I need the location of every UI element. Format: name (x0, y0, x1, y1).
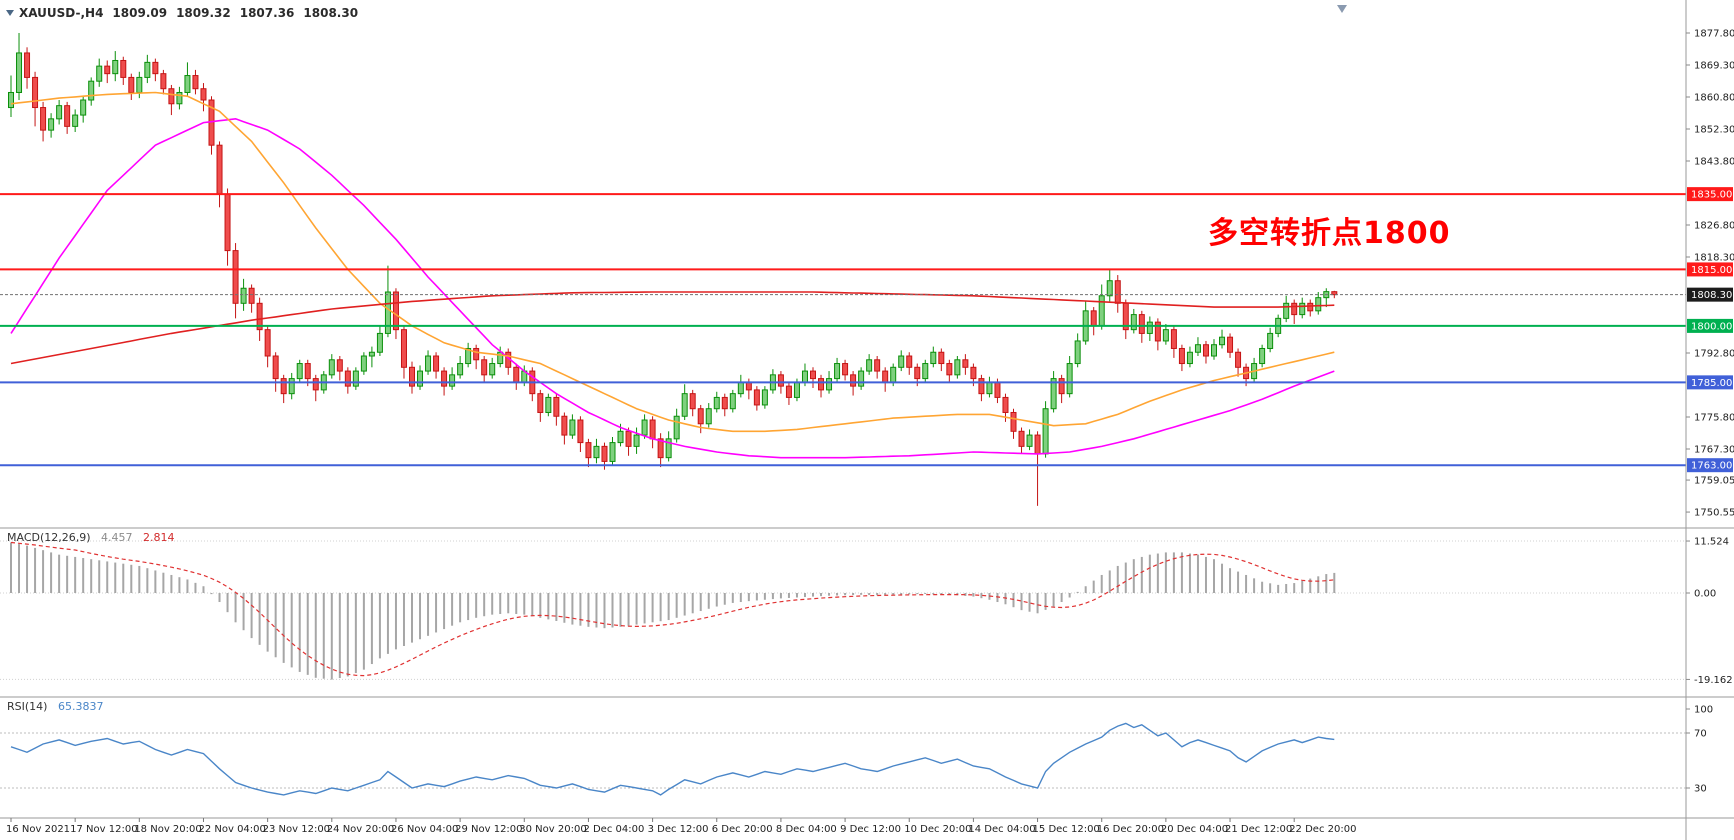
ohlc-open-value: 1809.09 (112, 6, 168, 20)
main-chart-panel[interactable] (0, 0, 1686, 528)
symbol-marker-icon (6, 10, 14, 16)
price-tick-label: 1826.80 (1694, 220, 1734, 231)
hline-price-label: 1800.00 (1691, 321, 1732, 332)
time-tick-label: 14 Dec 04:00 (968, 824, 1035, 835)
price-tick-label: 1767.30 (1694, 444, 1734, 455)
price-tick-label: 1877.80 (1694, 29, 1734, 40)
time-tick-label: 9 Dec 12:00 (840, 824, 901, 835)
time-tick-label: 30 Nov 20:00 (519, 824, 586, 835)
rsi-name: RSI(14) (7, 700, 48, 713)
rsi-axis-label: 100 (1694, 705, 1713, 716)
time-tick-label: 29 Nov 12:00 (455, 824, 522, 835)
moving-average-lines (10, 91, 1335, 459)
time-tick-label: 3 Dec 12:00 (648, 824, 709, 835)
price-axis-labels: 1877.80 1869.30 1860.80 1852.30 1843.80 1826.… (1686, 29, 1734, 519)
price-tick-label: 1860.80 (1694, 92, 1734, 103)
time-tick-label: 20 Dec 04:00 (1161, 824, 1228, 835)
time-tick-label: 15 Dec 12:00 (1033, 824, 1100, 835)
hline-price-label: 1763.00 (1691, 461, 1732, 472)
price-axis[interactable] (1686, 0, 1734, 818)
ohlc-high-value: 1809.32 (176, 6, 231, 20)
right-shift-marker-icon (1337, 5, 1347, 13)
price-tick-label: 1759.05 (1694, 476, 1734, 487)
time-tick-label: 2 Dec 04:00 (583, 824, 644, 835)
time-tick-label: 23 Nov 12:00 (263, 824, 330, 835)
price-tick-label: 1869.30 (1694, 60, 1734, 71)
rsi-line (10, 722, 1335, 796)
hline-price-label: 1815.00 (1691, 265, 1732, 276)
time-tick-label: 21 Dec 12:00 (1225, 824, 1292, 835)
macd-signal-value: 2.814 (143, 531, 175, 544)
rsi-axis-label: 70 (1694, 729, 1707, 740)
indicator-axis-labels: 11.524 0.00 -19.162 100 70 30 (1686, 537, 1733, 795)
macd-name: MACD(12,26,9) (7, 531, 91, 544)
price-tick-label: 1775.80 (1694, 412, 1734, 423)
price-tick-label: 1818.30 (1694, 252, 1734, 263)
slow-ma-line (10, 117, 1335, 459)
indicator-level-lines (0, 540, 1686, 789)
price-tick-label: 1792.80 (1694, 348, 1734, 359)
time-axis[interactable] (0, 818, 1734, 840)
hline-price-label: 1785.00 (1691, 378, 1732, 389)
macd-axis-label: -19.162 (1694, 675, 1733, 686)
time-tick-label: 10 Dec 20:00 (904, 824, 971, 835)
time-tick-label: 16 Dec 20:00 (1097, 824, 1164, 835)
macd-indicator-label: MACD(12,26,9) 4.457 2.814 (7, 531, 175, 544)
time-tick-label: 24 Nov 20:00 (327, 824, 394, 835)
long-ma-line (10, 291, 1335, 365)
price-tick-label: 1750.55 (1694, 508, 1734, 519)
time-tick-label: 6 Dec 20:00 (712, 824, 773, 835)
time-tick-label: 16 Nov 2021 (6, 824, 70, 835)
annotation-text[interactable]: 多空转折点1800 (1208, 216, 1451, 251)
chart-title-bar: XAUUSD-,H4 1809.09 1809.32 1807.36 1808.… (6, 6, 358, 20)
rsi-axis-label: 30 (1694, 784, 1707, 795)
hline-price-label: 1835.00 (1691, 190, 1732, 201)
panel-separators (0, 527, 1734, 819)
ohlc-low-value: 1807.36 (239, 6, 295, 20)
current-price-label: 1808.30 (1691, 290, 1732, 301)
time-tick-label: 17 Nov 12:00 (70, 824, 137, 835)
macd-signal-line (10, 541, 1335, 677)
macd-axis-label: 0.00 (1694, 589, 1716, 600)
horizontal-level-lines (0, 193, 1686, 467)
time-tick-label: 18 Nov 20:00 (134, 824, 201, 835)
rsi-panel[interactable] (0, 697, 1686, 818)
symbol-name: XAUUSD-,H4 (19, 6, 104, 20)
time-tick-label: 26 Nov 04:00 (391, 824, 458, 835)
macd-axis-label: 11.524 (1694, 537, 1729, 548)
time-tick-label: 8 Dec 04:00 (776, 824, 837, 835)
macd-main-value: 4.457 (101, 531, 133, 544)
macd-panel[interactable] (0, 528, 1686, 697)
rsi-value: 65.3837 (57, 700, 104, 713)
rsi-indicator-label: RSI(14) 65.3837 (7, 700, 103, 713)
price-tick-label: 1852.30 (1694, 124, 1734, 135)
macd-histogram (10, 542, 1336, 680)
time-tick-label: 22 Nov 04:00 (198, 824, 265, 835)
ohlc-close-value: 1808.30 (303, 6, 359, 20)
time-tick-label: 22 Dec 20:00 (1289, 824, 1356, 835)
price-tick-label: 1843.80 (1694, 156, 1734, 167)
mid-ma-line (10, 91, 1335, 433)
